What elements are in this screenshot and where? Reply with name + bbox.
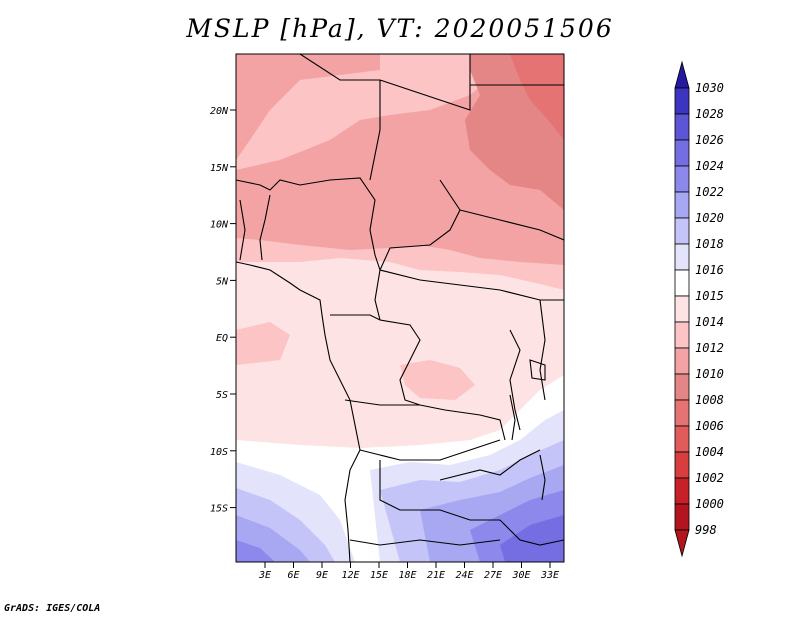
colorbar-label: 1004 [695, 445, 724, 459]
lon-label: 30E [511, 570, 530, 581]
lon-label: 18E [398, 570, 416, 581]
lat-label: EQ [216, 333, 228, 344]
colorbar-label: 1000 [695, 497, 724, 511]
colorbar-label: 1006 [695, 419, 724, 433]
colorbar-box [674, 295, 690, 323]
colorbar-box [674, 373, 690, 401]
colorbar-label: 1012 [695, 341, 724, 355]
colorbar-label: 1020 [695, 211, 724, 225]
colorbar-label: 1018 [695, 237, 724, 251]
colorbar-box [674, 477, 690, 505]
lake-malawi [539, 454, 546, 501]
map-title: MSLP [hPa], VT: 2020051506 [186, 14, 614, 43]
lon-axis: 3E 6E 9E 12E 15E 18E 21E 24E 27E 30E 33E [258, 562, 559, 581]
lon-label: 3E [258, 570, 271, 581]
lake-tanganyika [509, 394, 516, 441]
colorbar-box [674, 503, 690, 531]
field-1006-northeast [510, 54, 564, 140]
colorbar-box [674, 399, 690, 427]
colorbar-box [674, 347, 690, 375]
colorbar-box [674, 451, 690, 479]
border-lines [236, 54, 564, 546]
lat-label: 10S [210, 447, 228, 458]
colorbar-label: 1008 [695, 393, 724, 407]
lake-victoria [529, 359, 546, 381]
colorbar-label: 1024 [695, 159, 724, 173]
pressure-field [236, 54, 564, 562]
lon-label: 12E [341, 570, 359, 581]
colorbar-box [674, 269, 690, 297]
colorbar-box [674, 217, 690, 245]
lon-label: 9E [316, 570, 328, 581]
colorbar-label: 1028 [695, 107, 724, 121]
lat-label: 5S [216, 390, 228, 401]
lon-label: 24E [455, 570, 473, 581]
field-1022-band [236, 490, 564, 562]
field-1010-north [236, 54, 380, 160]
colorbar-box [674, 139, 690, 167]
colorbar-box [674, 87, 690, 115]
coastline-west [236, 261, 361, 562]
lat-label: 15S [210, 504, 228, 515]
colorbar-bottom-arrow [674, 529, 690, 558]
colorbar-box [674, 191, 690, 219]
lat-label: 10N [210, 220, 229, 231]
colorbar: 1030 1028 1026 1024 1022 1020 1018 1016 1015 1014… [674, 60, 724, 558]
grads-footer: GrADS: IGES/COLA [4, 603, 101, 614]
colorbar-label: 1002 [695, 471, 724, 485]
colorbar-label: 1026 [695, 133, 724, 147]
lat-axis: 20N 15N 10N 5N EQ 5S 10S 15S [210, 106, 236, 515]
field-1012-drc [400, 360, 475, 400]
colorbar-label: 1030 [695, 81, 724, 95]
colorbar-label: 1016 [695, 263, 724, 277]
colorbar-box [674, 113, 690, 141]
colorbar-box [674, 321, 690, 349]
lon-label: 6E [287, 570, 299, 581]
field-1012-congo [236, 322, 290, 365]
lon-label: 21E [427, 570, 445, 581]
map-frame [235, 53, 565, 563]
lon-label: 33E [540, 570, 559, 581]
lat-label: 20N [210, 106, 229, 117]
colorbar-label: 1015 [695, 289, 724, 303]
colorbar-box [674, 243, 690, 271]
country-borders [236, 54, 564, 562]
colorbar-box [674, 425, 690, 453]
colorbar-label: 1010 [695, 367, 724, 381]
colorbar-label: 998 [695, 523, 717, 537]
field-1024-band [500, 515, 564, 562]
lat-label: 5N [216, 276, 229, 287]
colorbar-top-arrow [674, 60, 690, 89]
lat-label: 15N [210, 163, 229, 174]
colorbar-label: 1014 [695, 315, 724, 329]
lon-label: 15E [370, 570, 388, 581]
colorbar-label: 1022 [695, 185, 724, 199]
lon-label: 27E [484, 570, 502, 581]
colorbar-box [674, 165, 690, 193]
